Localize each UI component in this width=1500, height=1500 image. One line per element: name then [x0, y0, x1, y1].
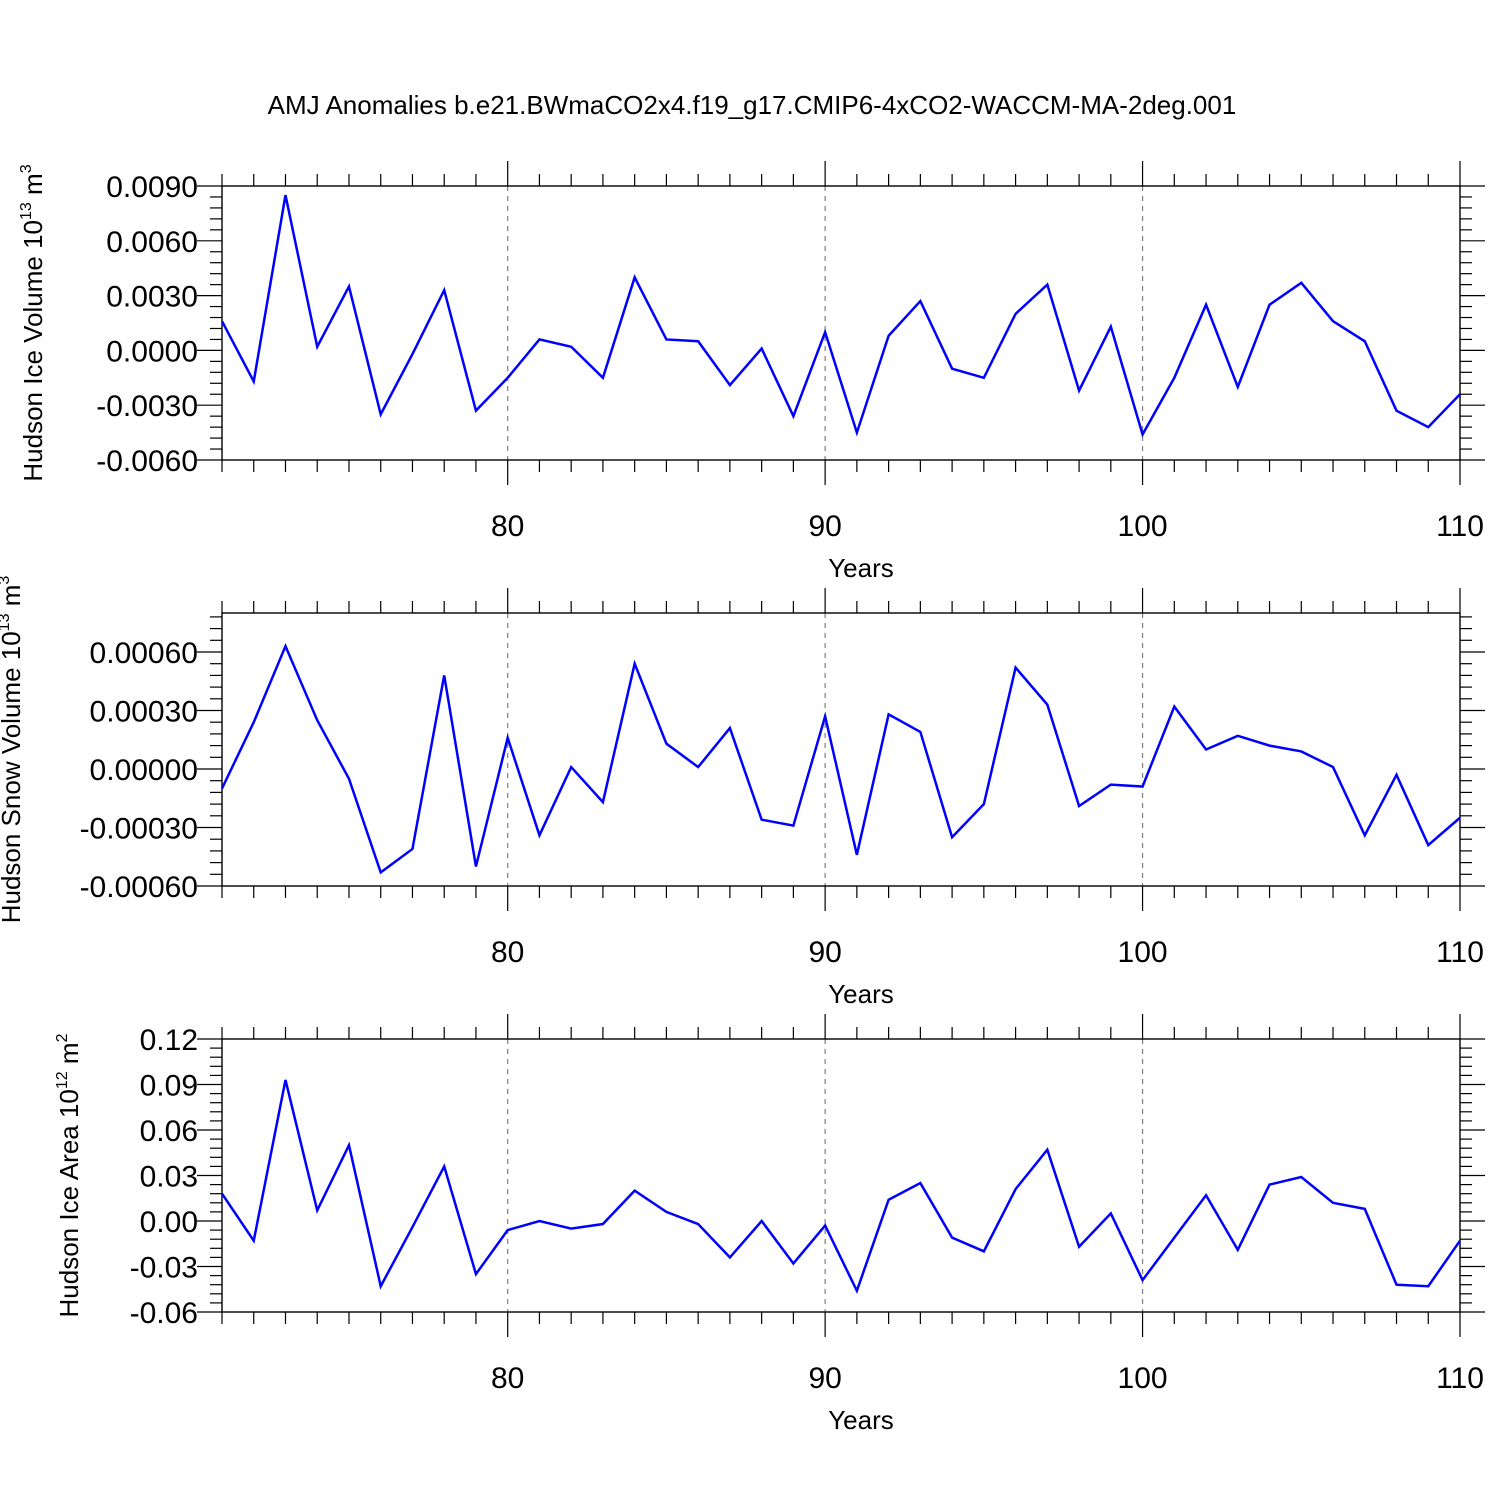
y-tick-label: -0.00060: [80, 871, 198, 904]
y-tick-label: 0.00030: [90, 696, 198, 729]
x-tick-label: 90: [808, 510, 841, 543]
figure-title: AMJ Anomalies b.e21.BWmaCO2x4.f19_g17.CM…: [268, 90, 1237, 120]
y-tick-label: 0.00060: [90, 637, 198, 670]
x-axis-title: Years: [828, 1405, 894, 1435]
panel-2: -0.00060 -0.00030 0.00000 0.00030 0.00060 80 9…: [0, 576, 1485, 1009]
x-tick-label: 110: [1436, 510, 1484, 543]
y-tick-label: 0.0030: [106, 281, 198, 314]
y-tick-label: 0.09: [140, 1070, 198, 1103]
y-tick-label: 0.0090: [106, 171, 198, 204]
y-tick-label: 0.00: [140, 1206, 198, 1239]
x-tick-label: 100: [1118, 510, 1168, 543]
plot-frame: [221, 612, 1461, 887]
x-tick-label: 80: [491, 1362, 524, 1395]
x-tick-label: 110: [1436, 1362, 1484, 1395]
y-tick-label: 0.06: [140, 1115, 198, 1148]
y-axis-title: Hudson Ice Area 1012 m2: [54, 1033, 84, 1317]
y-tick-label: 0.0060: [106, 226, 198, 259]
panel-1: -0.0060 -0.0030 0.0000 0.0030 0.0060 0.0090 80…: [18, 161, 1485, 583]
plot-frame: [221, 185, 1461, 461]
y-axis-title: Hudson Ice Volume 1013 m3: [18, 164, 48, 481]
series-line: [220, 1079, 1462, 1295]
y-tick-label: 0.03: [140, 1161, 198, 1194]
y-tick-label: -0.0060: [96, 445, 198, 478]
y-tick-label: -0.00030: [80, 813, 198, 846]
x-tick-label: 100: [1118, 936, 1168, 969]
plot-frame: [221, 1038, 1461, 1313]
x-tick-label: 100: [1118, 1362, 1168, 1395]
panels: -0.0060-0.00300.00000.00300.00600.009080…: [0, 161, 1485, 1435]
x-tick-label: 80: [491, 936, 524, 969]
y-tick-label: -0.03: [130, 1252, 198, 1285]
x-axis-title: Years: [828, 979, 894, 1009]
x-axis-title: Years: [828, 553, 894, 583]
y-tick-label: 0.0000: [106, 335, 198, 368]
y-tick-label: -0.0030: [96, 390, 198, 423]
y-tick-label: 0.12: [140, 1024, 198, 1057]
x-tick-label: 110: [1436, 936, 1484, 969]
y-axis-title: Hudson Snow Volume 1013 m3: [0, 576, 26, 924]
panel-3: -0.06 -0.03 0.00 0.03 0.06 0.09 0.12 80 90 100 110…: [54, 1014, 1485, 1435]
y-tick-label: -0.06: [130, 1297, 198, 1330]
series-line: [220, 642, 1461, 875]
y-tick-label: 0.00000: [90, 754, 198, 787]
x-tick-label: 90: [808, 1362, 841, 1395]
x-tick-label: 90: [808, 936, 841, 969]
series-line: [220, 194, 1461, 438]
x-tick-label: 80: [491, 510, 524, 543]
